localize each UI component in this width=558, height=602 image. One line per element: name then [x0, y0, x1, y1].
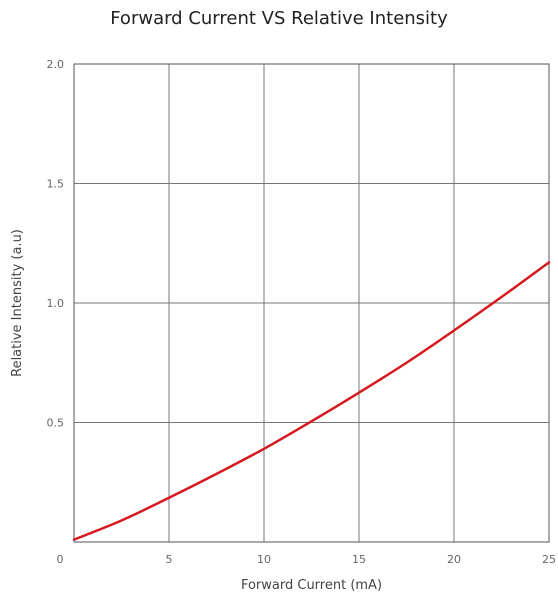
x-tick-label: 5	[166, 553, 173, 566]
series-layer	[72, 261, 551, 541]
x-axis-label: Forward Current (mA)	[241, 578, 382, 593]
y-tick-label: 1.0	[47, 297, 65, 310]
chart-title: Forward Current VS Relative Intensity	[110, 8, 448, 29]
y-tick-label: 2.0	[47, 58, 65, 71]
x-tick-label: 10	[257, 553, 271, 566]
grid-lines	[74, 64, 549, 542]
plot-border	[73, 63, 550, 543]
x-tick-label: 0	[57, 553, 64, 566]
series-line	[72, 261, 551, 541]
y-tick-label: 1.5	[47, 178, 65, 191]
x-tick-label: 15	[352, 553, 366, 566]
y-axis-label: Relative Intensity (a.u)	[10, 229, 25, 377]
x-tick-label: 25	[542, 553, 556, 566]
y-tick-label: 0.5	[47, 417, 65, 430]
x-axis-ticks: 0 5 10 15 20 25	[57, 553, 557, 566]
plot-frame	[73, 63, 550, 543]
x-tick-label: 20	[447, 553, 461, 566]
y-axis-ticks: 0.5 1.0 1.5 2.0	[47, 58, 65, 430]
